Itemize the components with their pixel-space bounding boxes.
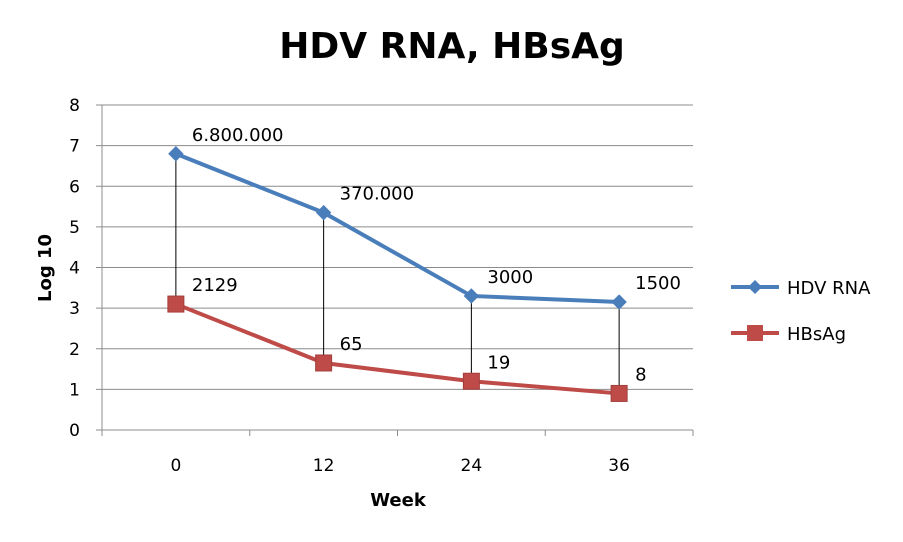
legend: HDV RNA HBsAg [731, 278, 871, 345]
y-tick-label: 4 [69, 259, 80, 279]
y-tick-label: 5 [69, 218, 80, 238]
y-tick-label: 0 [69, 421, 80, 441]
data-point [610, 384, 628, 402]
data-label: 2129 [192, 275, 238, 296]
data-point [611, 294, 627, 310]
x-tick-label: 36 [608, 456, 630, 476]
x-axis-title: Week [370, 490, 427, 511]
drop-lines [175, 153, 620, 394]
legend-marker [747, 325, 763, 341]
data-point [463, 288, 480, 304]
data-point [315, 354, 333, 372]
data-label: 19 [487, 352, 510, 373]
series-line [175, 302, 620, 396]
data-point [168, 146, 184, 162]
data-labels: 6.800.000 370.000 3000 1500 2129 65 19 8 [192, 125, 681, 386]
y-tick-label: 8 [69, 96, 80, 116]
y-tick-label: 2 [69, 340, 80, 360]
data-label: 1500 [635, 273, 681, 294]
legend-label: HDV RNA [787, 278, 871, 299]
y-tick-label: 7 [69, 137, 80, 157]
y-axis-title: Log 10 [35, 234, 56, 302]
data-point [462, 372, 480, 390]
data-label: 6.800.000 [192, 125, 284, 146]
series-line [175, 151, 620, 305]
series-hbsag [167, 295, 628, 402]
legend-marker [748, 280, 762, 294]
legend-label: HBsAg [787, 324, 846, 345]
y-tick-label: 1 [69, 380, 80, 400]
data-label: 3000 [487, 267, 533, 288]
x-tick-label: 12 [313, 456, 335, 476]
gridlines [102, 104, 693, 390]
series [167, 146, 628, 402]
data-label: 370.000 [340, 184, 414, 205]
data-point [315, 204, 332, 221]
y-tick-label: 6 [69, 177, 80, 197]
series-hdv-rna [168, 146, 627, 310]
chart-title: HDV RNA, HBsAg [279, 26, 625, 67]
data-label: 65 [340, 334, 363, 355]
x-tick-label: 24 [461, 456, 483, 476]
data-label: 8 [635, 364, 646, 385]
y-tick-label: 3 [69, 299, 80, 319]
data-point [167, 295, 185, 313]
legend-item: HBsAg [731, 324, 846, 345]
legend-item: HDV RNA [731, 278, 871, 299]
x-tick-label: 0 [170, 456, 181, 476]
